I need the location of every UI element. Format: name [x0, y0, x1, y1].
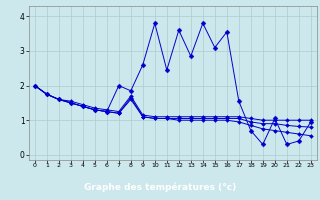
- Text: Graphe des températures (°c): Graphe des températures (°c): [84, 182, 236, 192]
